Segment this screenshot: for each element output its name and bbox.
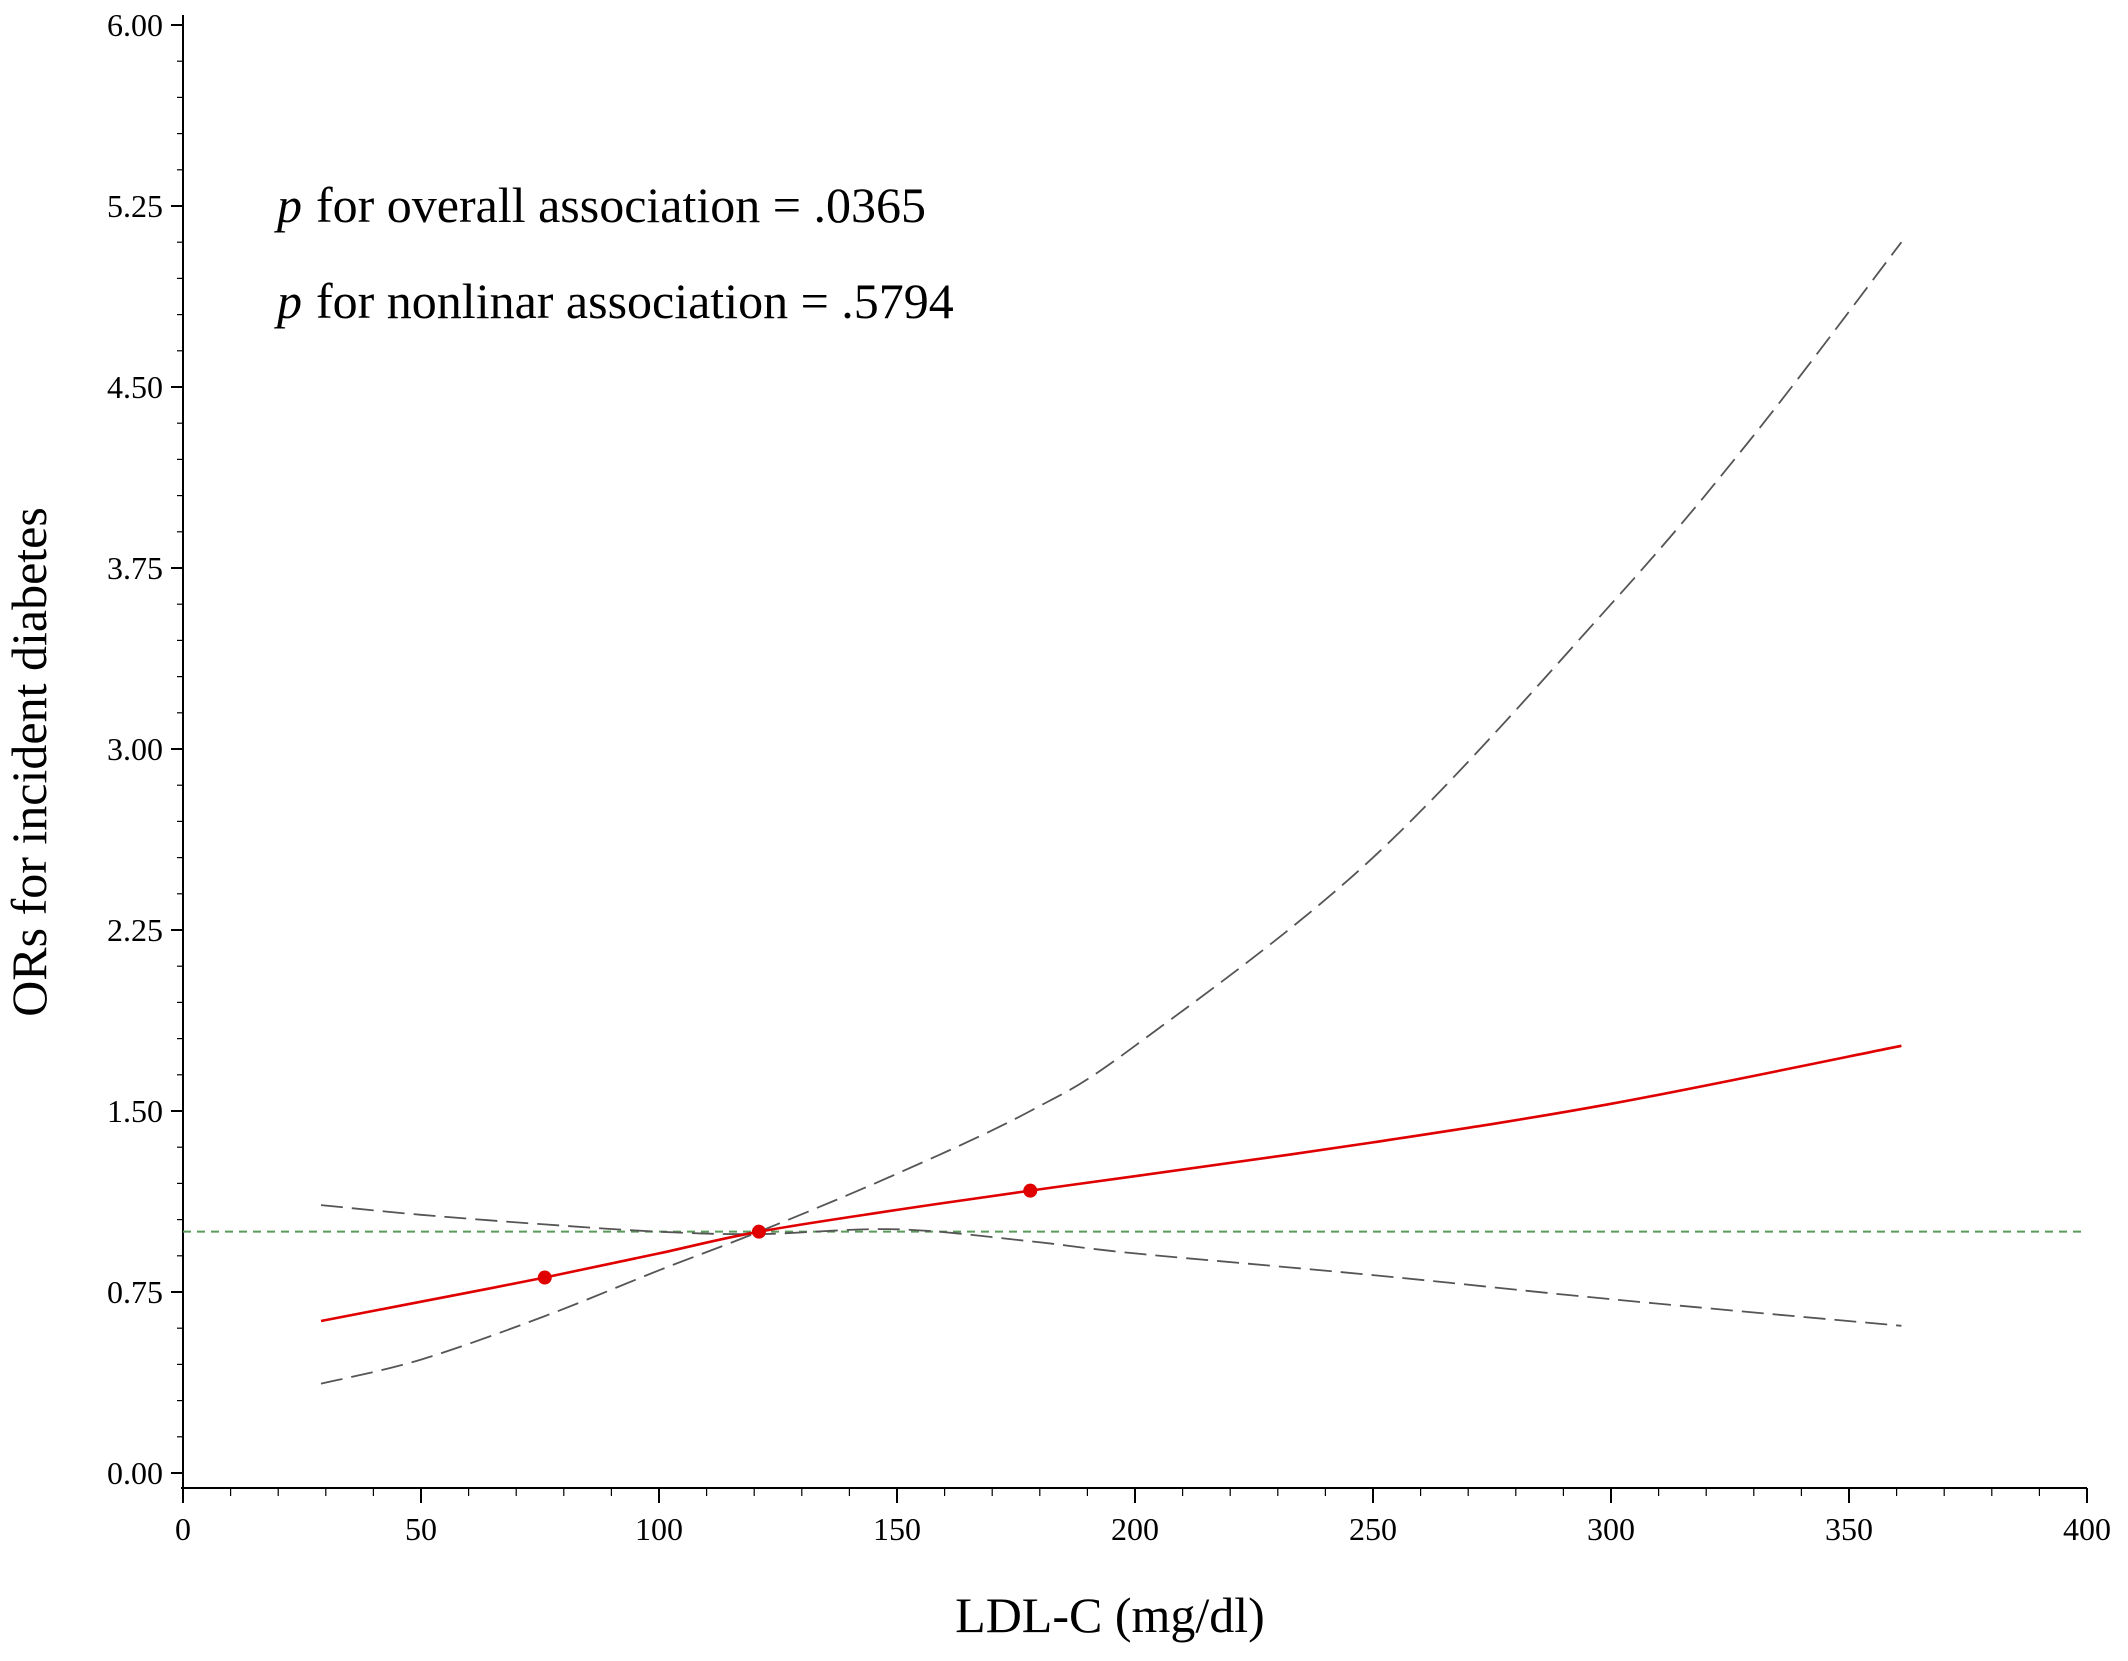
annotation-overall: p for overall association = .0365 [274, 177, 926, 233]
upper-ci-line [320, 241, 1903, 1385]
y-tick-label: 6.00 [107, 7, 163, 43]
y-tick-label: 5.25 [107, 188, 163, 224]
y-tick-label: 0.00 [107, 1455, 163, 1491]
x-tick-label: 350 [1825, 1511, 1873, 1547]
x-tick-label: 0 [175, 1511, 191, 1547]
x-tick-label: 100 [635, 1511, 683, 1547]
y-tick-label: 3.00 [107, 731, 163, 767]
y-tick-label: 4.50 [107, 369, 163, 405]
x-tick-label: 150 [873, 1511, 921, 1547]
y-tick-label: 1.50 [107, 1093, 163, 1129]
x-tick-label: 250 [1349, 1511, 1397, 1547]
estimate-point [537, 1270, 552, 1285]
axes [181, 15, 2087, 1489]
x-tick-label: 400 [2063, 1511, 2111, 1547]
annotation-nonlinear: p for nonlinar association = .5794 [274, 273, 954, 329]
x-tick-label: 200 [1111, 1511, 1159, 1547]
x-tick-label: 300 [1587, 1511, 1635, 1547]
y-axis-title: ORs for incident diabetes [1, 507, 57, 1017]
lower-ci-line [320, 1204, 1902, 1327]
x-tick-label: 50 [405, 1511, 437, 1547]
y-tick-label: 3.75 [107, 550, 163, 586]
x-axis-title: LDL-C (mg/dl) [955, 1587, 1265, 1643]
estimate-point [1023, 1183, 1038, 1198]
estimate-point [751, 1224, 766, 1239]
y-tick-label: 0.75 [107, 1274, 163, 1310]
estimate-line [320, 1044, 1902, 1323]
y-tick-label: 2.25 [107, 912, 163, 948]
